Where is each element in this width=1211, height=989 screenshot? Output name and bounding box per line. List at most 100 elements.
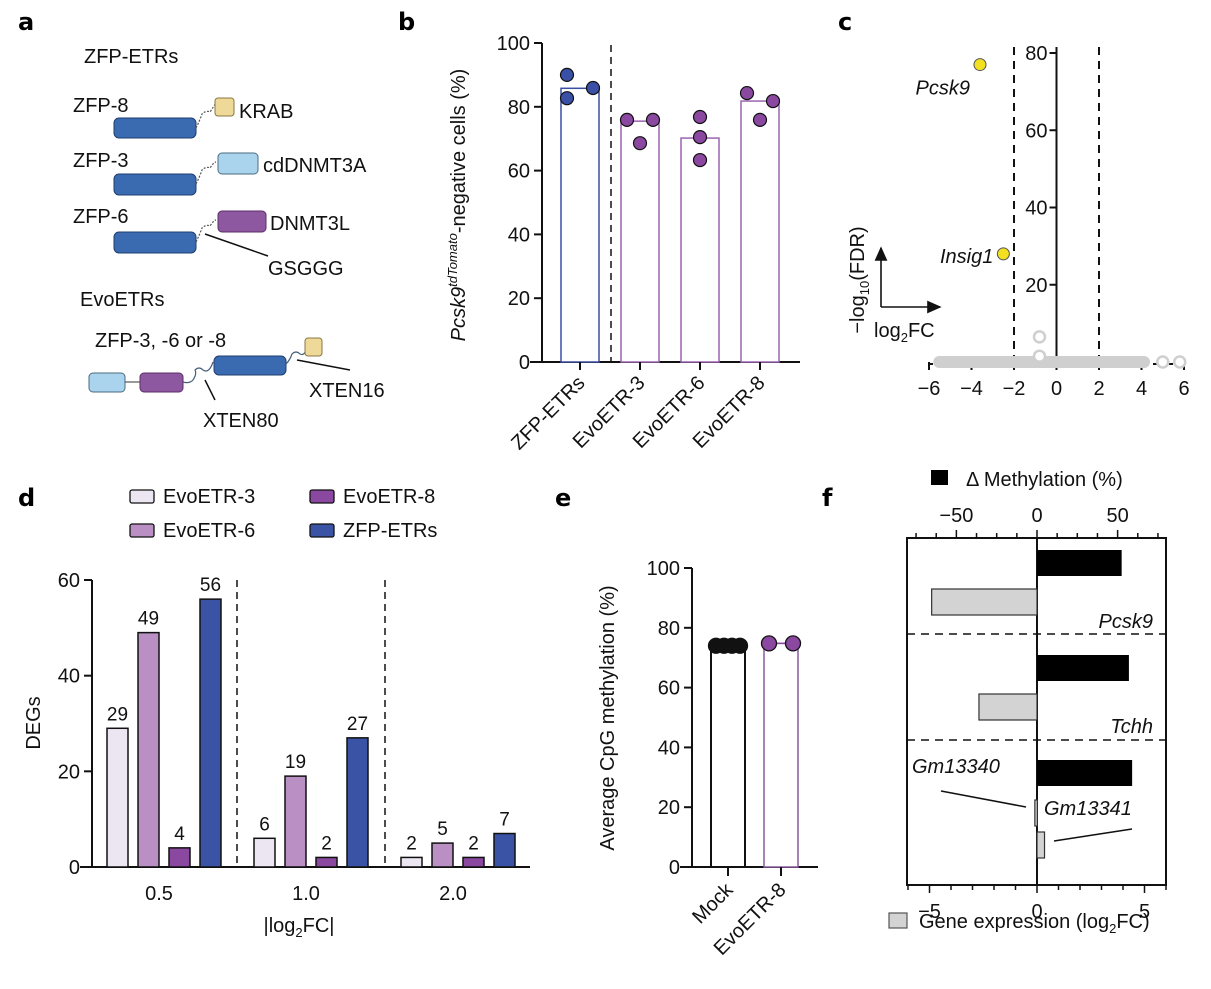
y-axis-label: −log10(FDR)	[847, 226, 872, 333]
y-tick-label: 20	[1025, 275, 1047, 297]
panel-label-f: f	[822, 484, 833, 512]
y-axis-label: Average CpG methylation (%)	[597, 585, 619, 850]
top-tick-label: 0	[1031, 505, 1042, 527]
xten16-pointer	[296, 359, 351, 371]
y-tick-label: 100	[647, 558, 680, 580]
bottom-tick-label: 5	[1139, 901, 1150, 923]
data-label: 2	[406, 833, 417, 854]
panel-c-volcano: 20 40 60 80 −6 −4 −2 0 2 4 6 Pcsk9 Insig1 log2FC−log1…	[847, 43, 1190, 400]
panel-a-schematic: ZFP-ETRs ZFP-8 KRAB ZFP-3 cdDNMT3A ZFP-6…	[73, 46, 385, 432]
data-point	[632, 136, 648, 151]
panel-label-c: c	[838, 8, 852, 36]
data-point	[619, 112, 635, 127]
bar	[168, 847, 191, 868]
x-axis-label: log2FC	[874, 320, 935, 345]
methylation-bar	[1037, 655, 1129, 681]
data-point	[731, 637, 749, 654]
data-point	[784, 635, 802, 652]
evo-krab-domain	[304, 337, 323, 357]
legend-swatch	[309, 489, 335, 504]
bar	[284, 775, 307, 868]
data-label: 29	[107, 704, 128, 725]
construct-zfp-label: ZFP-3	[73, 150, 129, 172]
x-tick-label: 1.0	[292, 883, 320, 905]
bar	[740, 100, 780, 363]
bar	[106, 727, 129, 868]
x-tick-label: 2.0	[439, 883, 467, 905]
data-point	[559, 67, 575, 83]
methylation-bar	[1037, 760, 1133, 786]
evo-zfp-domain	[213, 355, 287, 376]
bar	[199, 598, 222, 868]
y-axis-label-gene: Pcsk9	[448, 287, 470, 341]
data-label: 49	[138, 609, 159, 630]
bar	[315, 856, 338, 868]
y-tick-label: 0	[519, 352, 530, 374]
data-point	[760, 635, 778, 652]
xten80-pointer	[204, 379, 216, 401]
legend-swatch	[309, 523, 335, 538]
y-tick-label: 20	[658, 797, 680, 819]
data-label: 19	[285, 752, 306, 773]
data-point	[692, 109, 708, 125]
legend-swatch	[129, 489, 155, 504]
bar	[493, 832, 516, 868]
panel-label-e: e	[555, 484, 571, 512]
data-label: 2	[468, 833, 479, 854]
linker	[195, 161, 217, 185]
x-tick-label: 6	[1178, 378, 1189, 400]
y-tick-label: 80	[1025, 43, 1047, 65]
y-tick-label: 40	[508, 224, 530, 246]
background-point	[1173, 355, 1187, 369]
bar	[253, 837, 276, 868]
y-tick-label: 60	[58, 570, 80, 592]
panel-label-a: a	[18, 8, 34, 36]
gene-label: Gm13340	[912, 756, 1000, 778]
y-axis-label-sup: tdTomato	[445, 233, 460, 287]
y-tick-label: 40	[658, 737, 680, 759]
data-label: 7	[499, 810, 510, 831]
effector-label: DNMT3L	[270, 213, 350, 235]
methylation-legend-swatch	[931, 470, 948, 485]
evo-cddnmt3a-domain	[88, 372, 126, 393]
x-tick-label: −2	[1003, 378, 1026, 400]
expression-bar	[978, 693, 1038, 721]
y-tick-label: 0	[69, 857, 80, 879]
bottom-tick-label: −5	[918, 901, 941, 923]
legend-swatch	[129, 523, 155, 538]
bar	[137, 631, 160, 868]
y-axis-label: Pcsk9tdTomato-negative cells (%)	[445, 69, 470, 342]
y-tick-label: 40	[1025, 198, 1047, 220]
highlight-point	[973, 58, 987, 72]
bar	[400, 856, 423, 868]
effector-dnmt3l	[217, 210, 267, 233]
linker-pointer	[204, 233, 269, 257]
y-tick-label: 40	[58, 666, 80, 688]
data-point	[765, 93, 781, 109]
data-label: 27	[347, 714, 368, 735]
effector-cddnmt3a	[217, 152, 259, 175]
background-point	[1032, 349, 1047, 363]
gene-pointer	[940, 790, 1027, 808]
linker-label: GSGGG	[268, 258, 344, 280]
bar	[431, 842, 454, 868]
y-tick-label: 80	[658, 618, 680, 640]
zfp-domain	[113, 117, 197, 139]
x-axis-label: |log2FC|	[264, 915, 335, 940]
data-label: 2	[321, 833, 332, 854]
xten16-linker	[285, 349, 307, 365]
expression-legend-swatch	[888, 912, 908, 929]
data-label: 5	[437, 819, 448, 840]
y-axis-label-rest: -negative cells (%)	[448, 69, 470, 234]
gene-label: Tchh	[1110, 716, 1153, 738]
effector-krab	[214, 97, 235, 117]
xten80-label: XTEN80	[203, 410, 279, 432]
data-point	[645, 112, 661, 127]
bar	[763, 642, 799, 868]
bar	[462, 856, 485, 868]
gene-label: Pcsk9	[1099, 611, 1153, 633]
bar	[560, 87, 600, 363]
